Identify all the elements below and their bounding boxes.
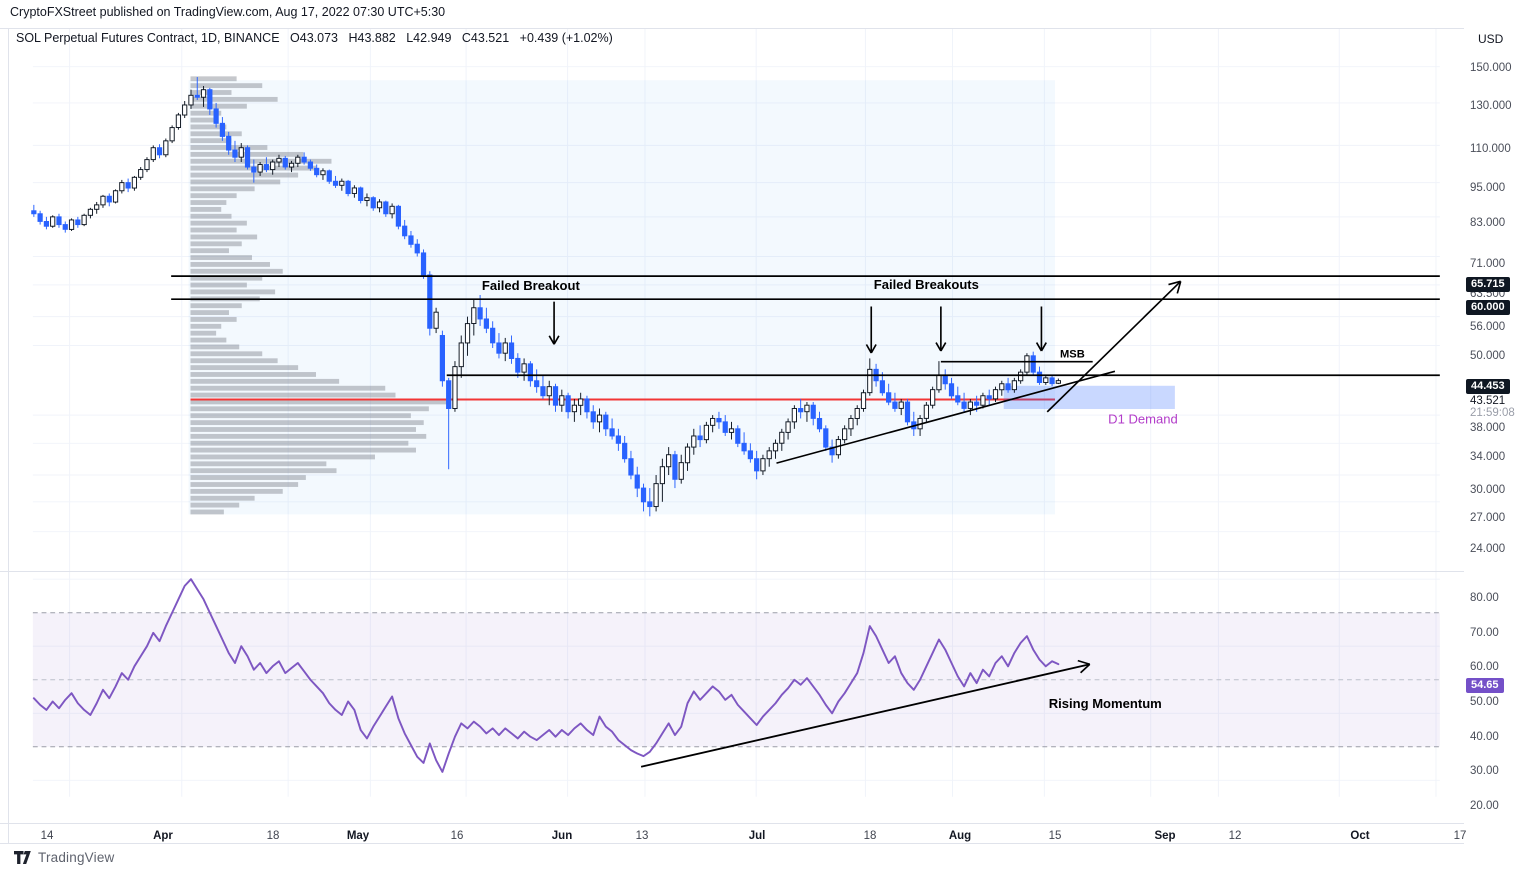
time-tick-13: 13: [635, 830, 649, 842]
rsi-label-70.00: 70.00: [1470, 626, 1499, 639]
last-price-label: 43.521: [1470, 394, 1506, 407]
tradingview-logo[interactable]: TradingView: [14, 850, 115, 865]
candlestick-series: [31, 77, 1061, 517]
price-tag-44.453: 44.453: [1466, 379, 1510, 395]
rsi-label-80.00: 80.00: [1470, 592, 1499, 604]
ohlc-high: H43.882: [348, 31, 396, 45]
time-tick-Jul: Jul: [748, 830, 766, 842]
price-label-34.000: 34.000: [1470, 451, 1506, 464]
price-label-30.000: 30.000: [1470, 484, 1506, 497]
time-tick-15: 15: [1048, 830, 1062, 842]
failed-breakout-label[interactable]: Failed Breakout: [482, 278, 581, 293]
time-tick-Aug: Aug: [948, 830, 972, 842]
symbol-header[interactable]: SOL Perpetual Futures Contract, 1D, BINA…: [16, 31, 620, 45]
time-tick-12: 12: [1228, 830, 1242, 842]
time-axis[interactable]: 14 Apr 18 May 16 Jun 13 Jul 18 Aug 15 Sep 12 Oct 17: [0, 830, 1536, 873]
time-tick-Jun: Jun: [551, 830, 573, 842]
price-label-50.000: 50.000: [1470, 350, 1506, 363]
price-label-56.000: 56.000: [1470, 320, 1506, 333]
rsi-line: [32, 578, 1060, 773]
price-tag-60.000: 60.000: [1466, 300, 1510, 316]
time-tick-14: 14: [40, 830, 54, 842]
rsi-label-50.00: 50.00: [1470, 696, 1499, 708]
time-tick-18: 18: [863, 830, 877, 842]
failed-breakouts-label[interactable]: Failed Breakouts: [874, 277, 979, 292]
price-tag-65.715: 65.715: [1466, 276, 1510, 292]
rising-momentum-label[interactable]: Rising Momentum: [1049, 696, 1162, 711]
chart-canvas[interactable]: Failed Breakout Failed Breakouts MSB D1 …: [0, 28, 1464, 848]
time-tick-18: 18: [266, 830, 280, 842]
rsi-label-40.00: 40.00: [1470, 730, 1499, 743]
time-tick-Apr: Apr: [153, 830, 173, 842]
time-tick-17: 17: [1453, 830, 1467, 842]
price-label-24.000: 24.000: [1470, 542, 1506, 555]
price-label-110.000: 110.000: [1470, 143, 1511, 156]
time-axis-bottom-border: [0, 843, 1536, 844]
currency-label: USD: [1478, 32, 1504, 46]
tradingview-icon: [14, 851, 31, 864]
chart-left-border: [8, 28, 9, 843]
rsi-label-20.00: 20.00: [1470, 800, 1499, 812]
rsi-label-60.00: 60.00: [1470, 661, 1499, 674]
price-label-71.000: 71.000: [1470, 258, 1506, 271]
price-axis[interactable]: USD 150.000 130.000 110.000 95.000 83.000 71.…: [1464, 28, 1536, 848]
ohlc-change: +0.439 (+1.02%): [519, 31, 613, 45]
price-label-150.000: 150.000: [1470, 62, 1512, 74]
time-tick-16: 16: [450, 830, 464, 842]
ohlc-low: L42.949: [406, 31, 452, 45]
tradingview-logo-text: TradingView: [38, 850, 115, 865]
attribution-text: CryptoFXStreet published on TradingView.…: [10, 5, 446, 19]
rsi-label-30.00: 30.00: [1470, 765, 1499, 778]
time-tick-May: May: [346, 830, 370, 842]
pane-divider[interactable]: [0, 571, 1464, 572]
price-label-130.000: 130.000: [1470, 99, 1512, 112]
price-label-27.000: 27.000: [1470, 511, 1506, 524]
time-tick-Oct: Oct: [1350, 830, 1370, 842]
time-tick-Sep: Sep: [1154, 830, 1176, 842]
chart-top-border: [0, 28, 1536, 29]
price-label-38.000: 38.000: [1470, 422, 1506, 435]
ohlc-open: O43.073: [290, 31, 338, 45]
ohlc-close: C43.521: [461, 31, 510, 45]
d1-demand-label[interactable]: D1 Demand: [1108, 411, 1178, 426]
price-label-95.000: 95.000: [1470, 181, 1506, 194]
rsi-value-tag: 54.65: [1466, 677, 1504, 693]
msb-label[interactable]: MSB: [1060, 349, 1085, 361]
price-label-83.000: 83.000: [1470, 217, 1506, 230]
time-axis-top-border: [0, 823, 1536, 824]
countdown-label: 21:59:08: [1470, 406, 1515, 419]
symbol-title: SOL Perpetual Futures Contract, 1D, BINA…: [16, 31, 280, 45]
